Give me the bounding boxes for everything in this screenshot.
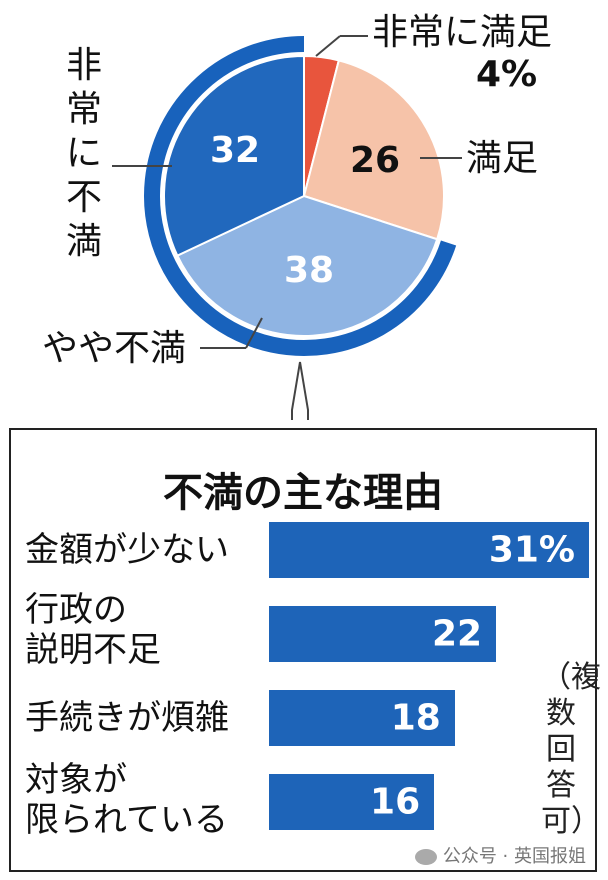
pie-slice-3 [163, 54, 305, 257]
bar-complicated-procedure: 18 [269, 690, 455, 746]
bar-insufficient-explanation: 22 [269, 606, 497, 662]
label-very-satisfied: 非常に満足 [372, 12, 553, 53]
label-very-dissatisfied: 非常に不満 [65, 45, 102, 262]
pie-value-very-dissatisfied: 32 [210, 130, 261, 171]
pie-slice-1 [302, 59, 445, 241]
leader-very-satisfied [315, 35, 341, 57]
multiple-answers-note: （複数回答可） [541, 660, 601, 839]
label-somewhat-dissatisfied: やや不満 [42, 328, 187, 369]
label-satisfied: 満足 [466, 138, 539, 179]
bar-amount-too-small: 31% [269, 522, 589, 578]
reasons-panel: 不満の主な理由 金額が少ない 31% 行政の 説明不足 22 手続きが煩雑 18 … [9, 428, 597, 872]
pie-slice-2 [175, 194, 439, 337]
pie-value-satisfied: 26 [350, 140, 401, 181]
leader-somewhat-dissatisfied-d [245, 317, 263, 349]
wechat-icon [414, 849, 437, 865]
bar-value-2: 18 [390, 697, 441, 739]
watermark: 公众号 · 英国报姐 [414, 842, 586, 868]
pie-value-somewhat-dissatisfied: 38 [284, 250, 335, 291]
bar-category-1: 行政の 説明不足 [25, 590, 161, 670]
pie-chart [112, 35, 462, 420]
bar-category-3: 対象が 限られている [25, 760, 228, 840]
bar-value-1: 22 [431, 613, 483, 655]
callout-connector [291, 361, 309, 420]
bar-limited-eligibility: 16 [269, 774, 435, 830]
bar-value-3: 16 [370, 781, 421, 823]
bar-category-2: 手続きが煩雑 [25, 698, 229, 738]
bar-category-0: 金額が少ない [25, 530, 229, 570]
bar-value-0: 31% [488, 529, 575, 571]
pie-highlight-arc [144, 36, 457, 356]
pie-value-very-satisfied: 4% [476, 54, 538, 95]
bar-chart-title: 不満の主な理由 [163, 470, 443, 516]
